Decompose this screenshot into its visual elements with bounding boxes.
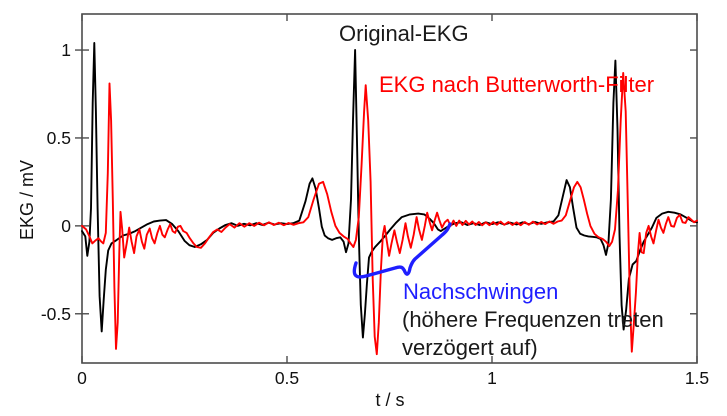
- nachschwingen-label: Nachschwingen: [403, 279, 559, 304]
- note-line-2: verzögert auf): [402, 335, 538, 360]
- x-tick-label: 0.5: [275, 368, 299, 388]
- y-tick-label: 1: [61, 40, 71, 60]
- butterworth-filter-label: EKG nach Butterworth-Filter: [379, 72, 655, 97]
- original-ekg-label: Original-EKG: [339, 21, 469, 46]
- y-tick-label: -0.5: [41, 304, 71, 324]
- y-tick-label: 0.5: [47, 128, 71, 148]
- y-tick-label: 0: [61, 216, 71, 236]
- axes-box: [81, 13, 698, 364]
- y-axis-label: EKG / mV: [17, 160, 37, 241]
- x-tick-label: 0: [77, 368, 87, 388]
- nachschwingen-brace: [352, 222, 452, 279]
- series-line-ekg-nach-butterworth-filter: [81, 71, 698, 356]
- x-tick-label: 1: [487, 368, 497, 388]
- x-tick-label: 1.5: [685, 368, 709, 388]
- note-line-1: (höhere Frequenzen treten: [402, 307, 664, 332]
- x-axis-label: t / s: [375, 390, 405, 410]
